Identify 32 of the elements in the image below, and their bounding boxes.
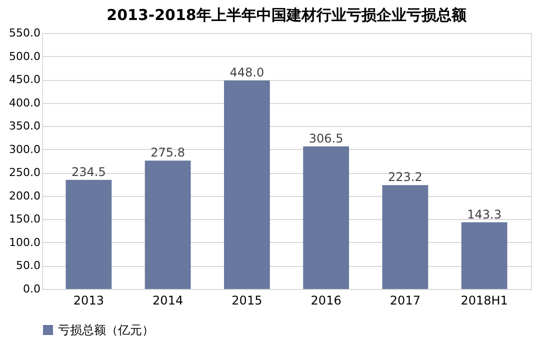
data-label: 448.0 (230, 65, 264, 80)
y-tick-label: 250.0 (9, 166, 40, 180)
y-tick-label: 50.0 (16, 259, 40, 272)
data-label: 275.8 (150, 146, 185, 160)
y-tick-label: 100.0 (9, 236, 40, 249)
data-label: 143.3 (467, 207, 502, 222)
y-tick-label: 0.0 (23, 282, 40, 296)
y-tick-label: 150.0 (9, 212, 40, 226)
y-tick-label: 450.0 (9, 73, 40, 86)
bar (461, 222, 508, 289)
x-tick-label: 2013 (73, 294, 104, 308)
chart-title: 2013-2018年上半年中国建材行业亏损企业亏损总额 (106, 6, 468, 24)
y-tick-label: 400.0 (9, 96, 40, 110)
bar (66, 180, 112, 289)
x-tick-label: 2018H1 (460, 294, 508, 308)
y-tick-label: 500.0 (9, 50, 40, 63)
y-tick-label: 300.0 (9, 142, 40, 156)
data-label: 234.5 (72, 164, 106, 179)
y-tick-label: 550.0 (9, 26, 40, 40)
data-label: 223.2 (388, 170, 422, 184)
y-tick-label: 200.0 (9, 189, 40, 202)
bar (303, 146, 350, 289)
bar (382, 185, 428, 289)
x-tick-label: 2014 (152, 294, 184, 308)
x-tick-label: 2015 (232, 294, 262, 308)
x-tick-label: 2016 (310, 294, 342, 308)
data-label: 306.5 (308, 131, 344, 146)
y-tick-label: 350.0 (9, 120, 40, 133)
bar (224, 80, 270, 289)
bar (144, 160, 191, 289)
x-tick-label: 2017 (390, 294, 420, 308)
legend-label: 亏损总额（亿元） (58, 323, 154, 337)
